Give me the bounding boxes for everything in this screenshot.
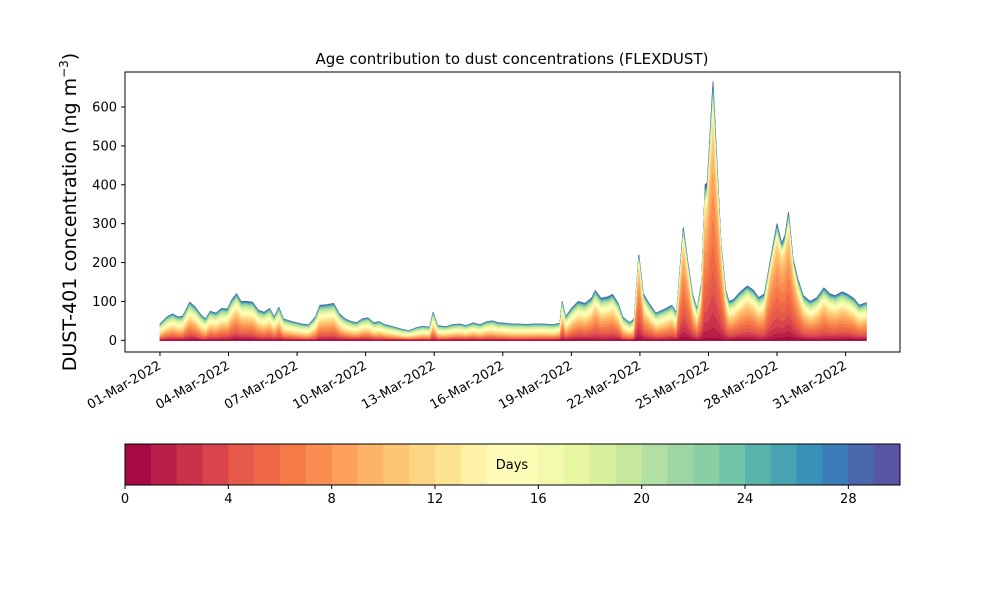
- x-tick-label: 04-Mar-2022: [153, 358, 232, 412]
- colorbar-tick-label: 16: [530, 492, 547, 507]
- colorbar-bin: [641, 444, 668, 485]
- stacked-areas: [159, 81, 867, 341]
- x-tick-label: 22-Mar-2022: [565, 358, 644, 412]
- age-layer-17: [159, 105, 867, 341]
- x-tick-label: 31-Mar-2022: [770, 358, 849, 412]
- x-tick-label: 10-Mar-2022: [291, 358, 370, 412]
- colorbar-bin: [409, 444, 436, 485]
- y-axis: 0 100 200 300 400 500 600: [92, 101, 125, 349]
- y-tick-label: 600: [92, 101, 117, 116]
- colorbar-bin: [693, 444, 720, 485]
- colorbar-bin: [874, 444, 901, 485]
- y-axis-label-close: ): [59, 53, 81, 60]
- colorbar-tick-label: 4: [224, 492, 232, 507]
- colorbar-bin: [615, 444, 643, 485]
- colorbar-tick-label: 8: [328, 492, 336, 507]
- x-tick-label: 28-Mar-2022: [702, 358, 781, 412]
- y-tick-label: 200: [92, 256, 117, 271]
- colorbar-bin: [383, 444, 410, 485]
- colorbar-bin: [435, 444, 462, 485]
- colorbar-bin: [202, 444, 229, 485]
- colorbar-bin: [719, 444, 746, 485]
- y-axis-label-superscript: −3: [57, 60, 71, 78]
- y-tick-label: 500: [92, 139, 117, 154]
- colorbar-bin: [305, 444, 333, 485]
- colorbar-bin: [667, 444, 694, 485]
- colorbar-tick-label: 28: [840, 492, 857, 507]
- colorbar-bin: [331, 444, 358, 485]
- x-tick-label: 13-Mar-2022: [359, 358, 438, 412]
- colorbar-bin: [176, 444, 203, 485]
- colorbar-tick-label: 20: [633, 492, 650, 507]
- colorbar-bin: [150, 444, 178, 485]
- colorbar-bin: [564, 444, 591, 485]
- colorbar-bin: [357, 444, 384, 485]
- colorbar-bin: [460, 444, 488, 485]
- plot-frame: [124, 71, 901, 353]
- colorbar-bin: [822, 444, 849, 485]
- x-tick-label: 07-Mar-2022: [222, 358, 301, 412]
- colorbar-bin: [538, 444, 565, 485]
- colorbar-bin: [254, 444, 281, 485]
- x-tick-label: 25-Mar-2022: [633, 358, 712, 412]
- x-tick-label: 16-Mar-2022: [428, 358, 507, 412]
- colorbar-bin: [848, 444, 875, 485]
- colorbar-bin: [590, 444, 617, 485]
- y-tick-label: 400: [92, 178, 117, 193]
- y-tick-label: 100: [92, 295, 117, 310]
- age-layer-0: [159, 336, 867, 341]
- x-tick-label: 01-Mar-2022: [85, 358, 164, 412]
- y-tick-label: 300: [92, 217, 117, 232]
- colorbar-ticks: 0 4 8 12 16 20 24 28: [121, 485, 857, 507]
- colorbar-bin: [745, 444, 772, 485]
- colorbar-bin: [125, 444, 152, 485]
- colorbar-bin: [770, 444, 798, 485]
- colorbar-bin: [512, 444, 539, 485]
- colorbar: [125, 444, 901, 485]
- x-tick-label: 19-Mar-2022: [496, 358, 575, 412]
- colorbar-bin: [796, 444, 823, 485]
- colorbar-label: Days: [496, 458, 529, 473]
- x-axis: 01-Mar-202204-Mar-202207-Mar-202210-Mar-…: [85, 352, 850, 413]
- colorbar-tick-label: 24: [737, 492, 754, 507]
- colorbar-bin: [486, 444, 513, 485]
- y-axis-label-main: DUST-401 concentration (ng m: [59, 78, 81, 371]
- y-tick-label: 0: [109, 334, 117, 349]
- colorbar-tick-label: 0: [121, 492, 129, 507]
- colorbar-frame: [124, 443, 901, 486]
- chart-title: Age contribution to dust concentrations …: [316, 50, 709, 68]
- y-axis-label: DUST-401 concentration (ng m−3): [57, 53, 81, 371]
- colorbar-bin: [280, 444, 307, 485]
- colorbar-tick-label: 12: [427, 492, 444, 507]
- colorbar-bin: [228, 444, 255, 485]
